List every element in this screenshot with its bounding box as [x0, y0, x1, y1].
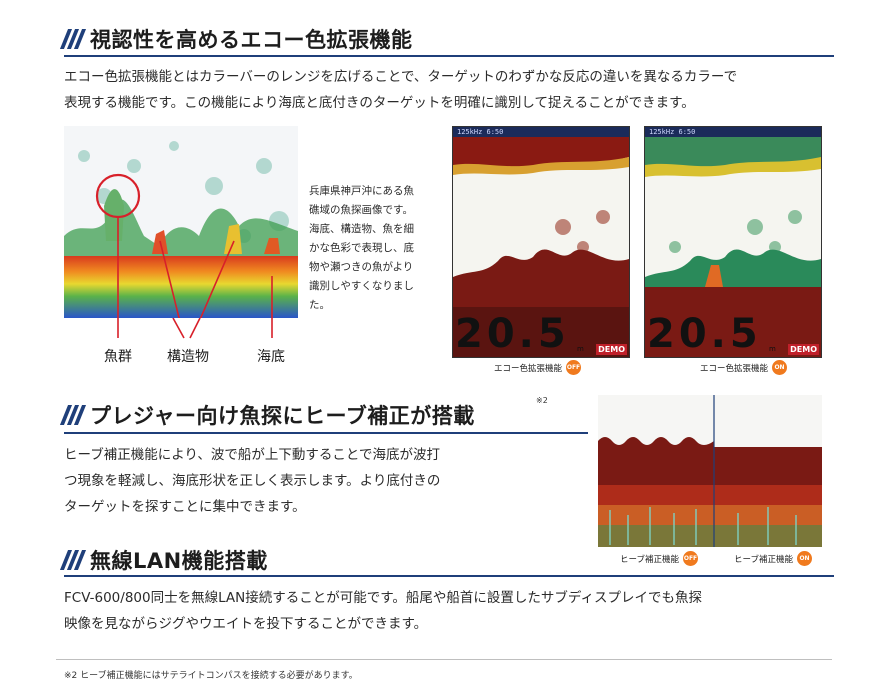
description-line: た。 [309, 299, 330, 311]
label-fish-school: 魚群 [104, 349, 132, 365]
body-line: 映像を見ながらジグやウエイトを投下することができます。 [64, 616, 428, 632]
state-badge: OFF [683, 551, 698, 566]
body-line: エコー色拡張機能とはカラーバーのレンジを広げることで、ターゲットのわずかな反応の… [64, 69, 738, 85]
body-line: つ現象を軽減し、海底形状を正しく表示します。より底付きの [64, 473, 441, 489]
depth-unit: m [577, 345, 584, 353]
caption-heave-off: ヒーブ補正機能 OFF [620, 551, 698, 566]
description-line: 兵庫県神戸沖にある魚 [309, 185, 414, 197]
depth-readout: 20.5 [455, 311, 570, 357]
caption-echo-off: エコー色拡張機能 OFF [494, 360, 582, 375]
annotation-lines [117, 318, 273, 339]
section-body: FCV-600/800同士を無線LAN接続することが可能です。船尾や船首に設置し… [64, 585, 854, 637]
section-rule [64, 432, 588, 434]
section-body: ヒーブ補正機能により、波で船が上下動することで海底が波打 つ現象を軽減し、海底形… [64, 442, 584, 520]
section-heading-heave: プレジャー向け魚探にヒーブ補正が搭載 [59, 400, 475, 430]
echo-description: 兵庫県神戸沖にある魚 礁域の魚探画像です。 海底、構造物、魚を細 かな色彩で表現… [309, 182, 439, 315]
section-title: 視認性を高めるエコー色拡張機能 [90, 28, 413, 52]
label-structure: 構造物 [167, 349, 209, 365]
section-heading-echo-color: 視認性を高めるエコー色拡張機能 [59, 24, 413, 54]
description-line: 海底、構造物、魚を細 [309, 223, 414, 235]
body-line: ターゲットを探すことに集中できます。 [64, 499, 306, 515]
label-seabed: 海底 [257, 349, 285, 365]
description-line: 識別しやすくなりまし [309, 280, 414, 292]
body-line: FCV-600/800同士を無線LAN接続することが可能です。船尾や船首に設置し… [64, 590, 702, 606]
heading-slashes-icon [59, 29, 87, 49]
caption-text: ヒーブ補正機能 [620, 554, 679, 565]
caption-text: ヒーブ補正機能 [734, 554, 793, 565]
section-rule [64, 55, 834, 57]
body-line: ヒーブ補正機能により、波で船が上下動することで海底が波打 [64, 447, 440, 463]
section-title: 無線LAN機能搭載 [90, 549, 268, 573]
footnote: ※2 ヒーブ補正機能にはサテライトコンパスを接続する必要があります。 [64, 671, 358, 681]
demo-badge: DEMO [788, 344, 819, 355]
caption-text: エコー色拡張機能 [494, 363, 563, 374]
description-line: かな色彩で表現し、底 [309, 242, 414, 254]
description-line: 物や瀬つきの魚がより [309, 261, 414, 273]
heading-slashes-icon [59, 405, 87, 425]
section-body: エコー色拡張機能とはカラーバーのレンジを広げることで、ターゲットのわずかな反応の… [64, 64, 854, 116]
depth-readout: 20.5 [647, 311, 762, 357]
heading-slashes-icon [59, 550, 87, 570]
caption-echo-on: エコー色拡張機能 ON [700, 360, 788, 375]
footer-divider [56, 659, 832, 660]
footnote-marker: ※2 [536, 396, 548, 405]
fish-school-circle-icon [95, 173, 141, 219]
body-line: 表現する機能です。この機能により海底と底付きのターゲットを明確に識別して捉えるこ… [64, 95, 695, 111]
state-badge: OFF [566, 360, 582, 375]
caption-heave-on: ヒーブ補正機能 ON [734, 551, 812, 566]
demo-badge: DEMO [596, 344, 627, 355]
section-title: プレジャー向け魚探にヒーブ補正が搭載 [90, 404, 475, 428]
heave-comparison-image [598, 395, 822, 547]
echo-example-image [64, 126, 298, 318]
state-badge: ON [772, 360, 788, 375]
display-status: 125kHz 6:50 [453, 127, 629, 137]
section-heading-wireless-lan: 無線LAN機能搭載 [59, 545, 268, 575]
display-status: 125kHz 6:50 [645, 127, 821, 137]
caption-text: エコー色拡張機能 [700, 363, 769, 374]
state-badge: ON [797, 551, 812, 566]
description-line: 礁域の魚探画像です。 [309, 204, 413, 216]
depth-unit: m [769, 345, 776, 353]
section-rule [64, 575, 834, 577]
echo-display-off: 125kHz 6:50 20.5 m DEMO [452, 126, 630, 358]
echo-display-on: 125kHz 6:50 20.5 m DEMO [644, 126, 822, 358]
